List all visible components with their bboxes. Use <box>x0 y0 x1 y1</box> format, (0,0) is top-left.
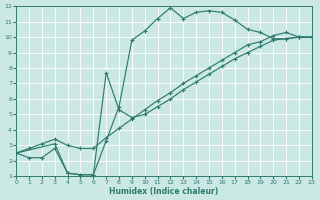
X-axis label: Humidex (Indice chaleur): Humidex (Indice chaleur) <box>109 187 219 196</box>
